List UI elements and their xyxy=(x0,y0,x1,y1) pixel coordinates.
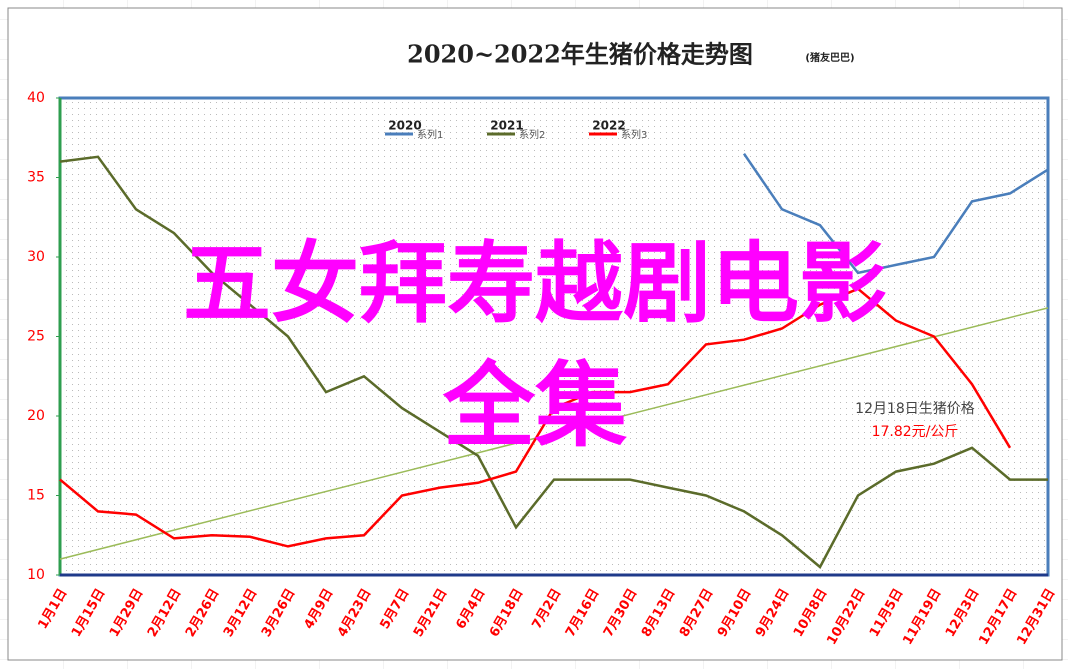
legend-label: 系列2 xyxy=(519,128,545,141)
plot-area xyxy=(58,96,1050,577)
trend-line xyxy=(59,307,1049,560)
y-tick-label: 40 xyxy=(27,90,45,106)
chart-subtitle: (猪友巴巴) xyxy=(805,51,854,64)
y-tick-label: 25 xyxy=(27,329,45,345)
overlay-text: 全集 xyxy=(442,352,627,459)
legend-name: 2021 xyxy=(490,119,523,133)
annotation-date: 12月18日生猪价格 xyxy=(855,401,975,417)
annotation-price: 17.82元/公斤 xyxy=(872,424,959,440)
y-tick-label: 30 xyxy=(27,249,45,265)
series-line xyxy=(59,155,1048,569)
legend-name: 2022 xyxy=(592,119,625,133)
y-tick-label: 35 xyxy=(27,170,45,186)
series-line xyxy=(59,287,1012,548)
y-tick-label: 15 xyxy=(27,488,45,504)
overlay-text: 五女拜寿越剧电影 xyxy=(183,232,887,335)
series-line xyxy=(742,152,1049,275)
legend-label: 系列3 xyxy=(621,128,647,141)
y-tick-label: 20 xyxy=(27,408,45,424)
y-tick-label: 10 xyxy=(27,567,45,583)
legend-name: 2020 xyxy=(388,119,421,133)
legend-label: 系列1 xyxy=(417,128,443,141)
chart-title: 2020~2022年生猪价格走势图 xyxy=(407,40,753,69)
